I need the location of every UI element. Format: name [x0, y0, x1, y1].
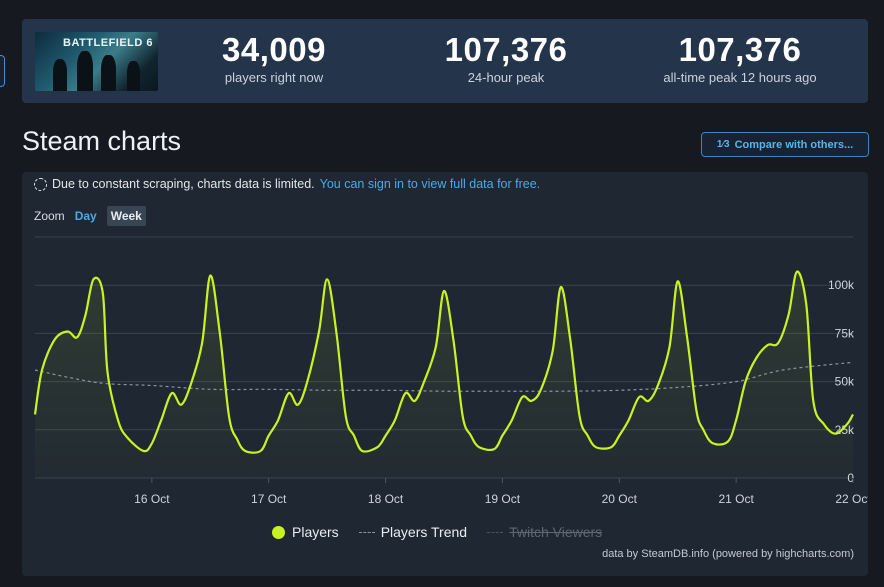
y-tick-label: 100k	[828, 278, 855, 292]
legend-twitch-viewers[interactable]: Twitch Viewers	[487, 524, 602, 540]
dashed-circle-icon	[34, 177, 47, 191]
soldier-figure	[77, 51, 93, 91]
compare-button[interactable]: 1⁄3 Compare with others...	[701, 132, 869, 157]
notice-text: Due to constant scraping, charts data is…	[52, 177, 315, 191]
soldier-figure	[101, 55, 116, 91]
current-players-value: 34,009	[222, 31, 326, 68]
game-thumbnail-title: BATTLEFIELD 6	[63, 37, 154, 49]
twitch-legend-line	[487, 531, 504, 533]
player-stats-bar: BATTLEFIELD 6 34,009 players right now 1…	[22, 19, 868, 103]
legend-twitch-label: Twitch Viewers	[509, 524, 603, 540]
zoom-controls: Zoom Day Week	[34, 206, 146, 226]
soldier-figure	[53, 59, 67, 91]
legend-players-label: Players	[292, 524, 339, 540]
sign-in-link[interactable]: You can sign in to view full data for fr…	[319, 177, 541, 191]
x-tick-label: 18 Oct	[368, 492, 404, 506]
players-line	[33, 270, 854, 454]
x-tick-label: 17 Oct	[251, 492, 287, 506]
y-tick-label: 75k	[835, 326, 855, 340]
peak-24h-value: 107,376	[444, 31, 568, 68]
x-tick-label: 20 Oct	[602, 492, 638, 506]
soldier-figure	[127, 61, 140, 91]
scraping-notice: Due to constant scraping, charts data is…	[34, 177, 540, 191]
game-thumbnail[interactable]: BATTLEFIELD 6	[35, 32, 158, 91]
chart-legend: Players Players Trend Twitch Viewers	[272, 524, 622, 540]
y-tick-label: 50k	[835, 375, 855, 389]
legend-trend-label: Players Trend	[380, 524, 468, 540]
zoom-week-button[interactable]: Week	[106, 206, 146, 226]
chart-panel: Due to constant scraping, charts data is…	[22, 172, 868, 576]
compare-button-label: Compare with others...	[734, 138, 854, 151]
peak-24h-label: 24-hour peak	[467, 70, 545, 85]
players-area	[35, 271, 853, 478]
section-title: Steam charts	[22, 126, 182, 156]
legend-players-trend[interactable]: Players Trend	[358, 524, 468, 540]
trend-legend-line	[358, 531, 375, 533]
x-tick-label: 19 Oct	[485, 492, 521, 506]
all-time-peak-value: 107,376	[678, 31, 802, 68]
players-trend-line	[34, 361, 854, 392]
players-legend-dot	[272, 525, 285, 539]
stat-24h-peak: 107,376 24-hour peak	[426, 31, 586, 86]
stat-current-players: 34,009 players right now	[212, 31, 336, 86]
legend-players[interactable]: Players	[272, 524, 339, 540]
zoom-label: Zoom	[34, 209, 65, 223]
x-tick-label: 22 Oct	[835, 492, 868, 506]
x-tick-label: 16 Oct	[134, 492, 170, 506]
all-time-peak-label: all-time peak 12 hours ago	[663, 70, 817, 85]
stat-all-time-peak: 107,376 all-time peak 12 hours ago	[650, 31, 830, 86]
zoom-day-button[interactable]: Day	[74, 209, 97, 223]
x-tick-label: 21 Oct	[718, 492, 754, 506]
current-players-label: players right now	[224, 70, 324, 85]
fraction-icon: 1⁄3	[716, 139, 730, 150]
sidebar-toggle-button[interactable]	[0, 55, 5, 87]
chart-credit[interactable]: data by SteamDB.info (powered by highcha…	[602, 548, 854, 560]
